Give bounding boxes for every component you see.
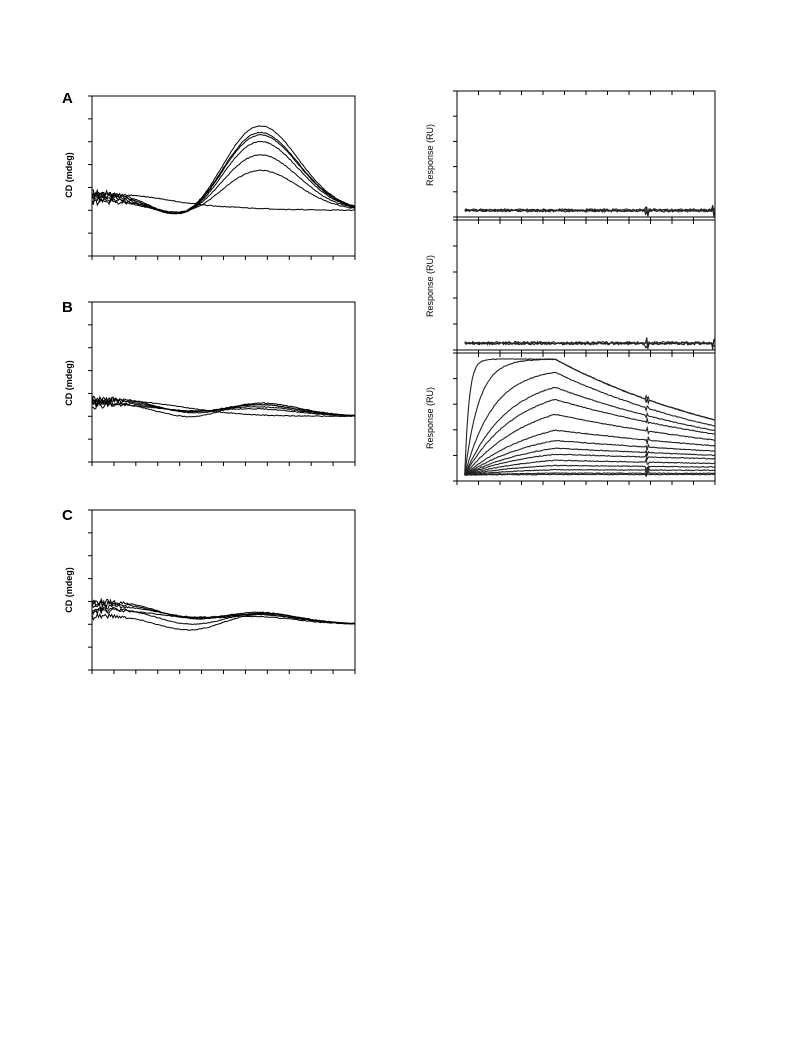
series-line [464, 398, 716, 476]
series-line [91, 134, 355, 215]
plot-frame-b [91, 301, 356, 463]
axis-ticks-b [88, 301, 356, 466]
series-line [464, 371, 716, 476]
panel-label-a: A [62, 90, 73, 107]
series-line [464, 452, 716, 476]
series-line [464, 473, 716, 478]
panel-cd-c: C CD (mdeg) [62, 507, 356, 674]
series-line [464, 387, 716, 476]
series-line [464, 337, 716, 348]
series-group-a [91, 125, 356, 215]
plot-frame-spr-2 [456, 219, 716, 351]
series-line [91, 612, 356, 631]
panel-cd-a: A CD (mdeg) [62, 90, 356, 260]
series-line [464, 447, 716, 476]
panel-spr-2: Response (RU) [425, 219, 716, 354]
series-group-spr-2 [464, 337, 716, 350]
series-line [464, 206, 716, 217]
series-line [464, 439, 716, 476]
plot-frame-spr-1 [456, 90, 716, 218]
panel-label-b: B [62, 299, 73, 316]
y-axis-label-spr-3: Response (RU) [425, 387, 435, 449]
panel-label-c: C [62, 507, 73, 524]
axis-ticks-spr-1 [453, 90, 716, 221]
series-line [91, 154, 355, 214]
series-line [91, 169, 356, 213]
series-line [464, 464, 716, 476]
series-line [464, 205, 716, 215]
axis-ticks-c [88, 509, 356, 674]
series-group-spr-3 [464, 358, 716, 478]
series-group-b [91, 395, 356, 418]
axis-ticks-spr-3 [453, 352, 716, 485]
series-line [91, 606, 356, 625]
axis-ticks-spr-2 [453, 219, 716, 354]
y-axis-label-b: CD (mdeg) [64, 360, 74, 406]
y-axis-label-c: CD (mdeg) [64, 567, 74, 613]
series-line [91, 125, 356, 214]
series-group-spr-1 [464, 204, 716, 219]
series-group-c [91, 597, 356, 631]
series-line [464, 339, 716, 350]
y-axis-label-a: CD (mdeg) [64, 152, 74, 198]
panel-spr-3: Response (RU) [425, 352, 716, 485]
series-line [464, 464, 716, 476]
series-line [464, 429, 716, 476]
series-line [464, 457, 716, 476]
panel-cd-b: B CD (mdeg) [62, 299, 356, 466]
plot-frame-a [91, 95, 356, 257]
series-line [464, 358, 715, 475]
series-line [91, 401, 356, 417]
series-line [91, 140, 356, 215]
y-axis-label-spr-2: Response (RU) [425, 255, 435, 317]
y-axis-label-spr-1: Response (RU) [425, 124, 435, 186]
panel-spr-1: Response (RU) [425, 90, 716, 221]
axis-ticks-a [88, 95, 356, 260]
series-line [91, 396, 356, 418]
series-line [464, 414, 716, 476]
plot-frame-c [91, 509, 356, 671]
series-line [91, 191, 356, 212]
